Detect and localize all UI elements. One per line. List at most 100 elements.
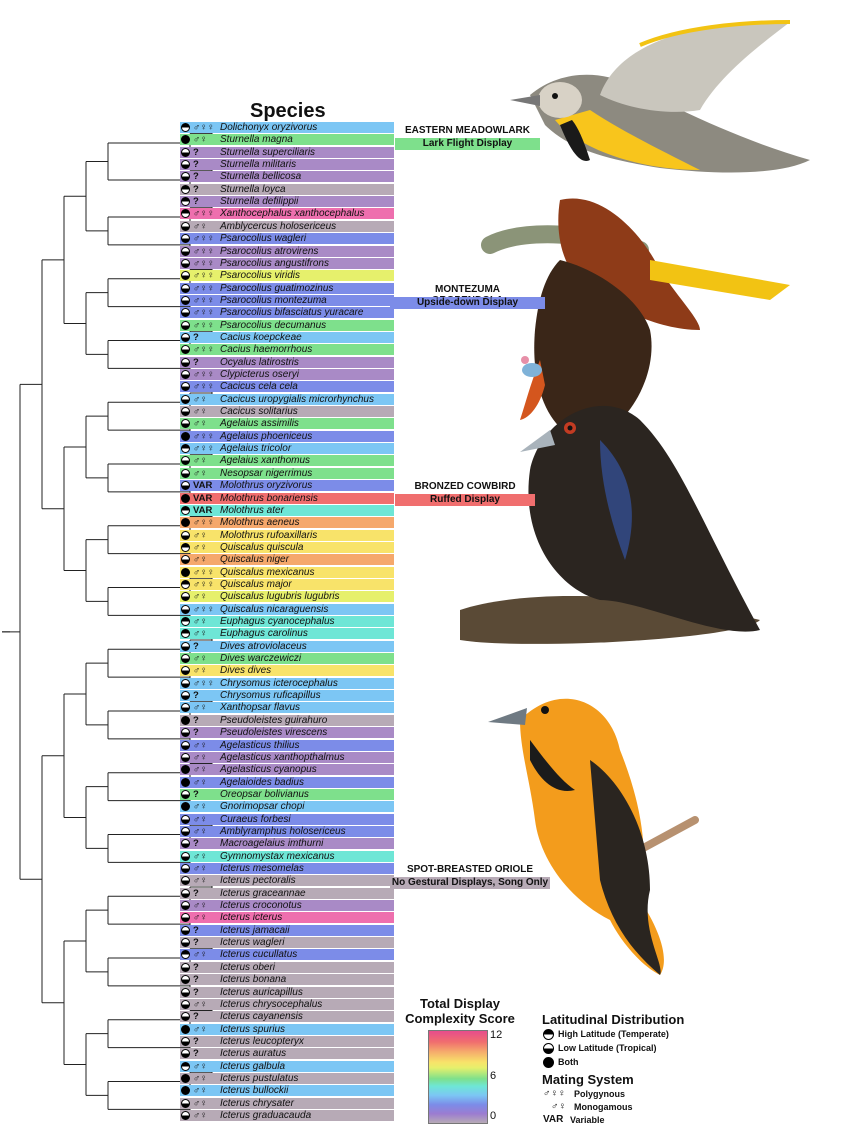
variable-symbol: VAR bbox=[543, 1114, 564, 1125]
mating-symbol: ♂♀♀ bbox=[193, 677, 215, 689]
species-row: ♂♀ Icterus chrysocephalus bbox=[180, 998, 394, 1010]
latitude-icon bbox=[181, 160, 190, 170]
species-row: VAR Molothrus ater bbox=[180, 504, 394, 516]
species-name: Dives warczewiczi bbox=[220, 653, 302, 665]
mating-symbol: ♂♀ bbox=[193, 628, 208, 640]
meadowlark-illustration bbox=[510, 20, 810, 173]
monogamous-label: Monogamous bbox=[574, 1102, 633, 1112]
species-name: Cacicus uropygialis microrhynchus bbox=[220, 393, 374, 405]
species-name: Psarocolius angustifrons bbox=[220, 257, 329, 269]
latitude-icon bbox=[181, 703, 190, 713]
mating-symbol: ♂♀♀ bbox=[193, 517, 215, 529]
latitude-icon bbox=[181, 382, 190, 392]
mating-symbol: ♂♀♀ bbox=[193, 282, 215, 294]
species-row: ♂♀ Agelasticus cyanopus bbox=[180, 764, 394, 776]
species-row: ♂♀ Amblyramphus holosericeus bbox=[180, 825, 394, 837]
callout-display-label: Ruffed Display bbox=[395, 494, 535, 506]
species-name: Icterus oberi bbox=[220, 961, 276, 973]
species-name: Icterus auricapillus bbox=[220, 986, 303, 998]
species-name: Nesopsar nigerrimus bbox=[220, 467, 313, 479]
latitude-icon bbox=[181, 197, 190, 207]
mating-symbol: ? bbox=[193, 196, 199, 208]
latitude-icon bbox=[181, 740, 190, 750]
species-name: Dolichonyx oryzivorus bbox=[220, 122, 318, 133]
species-row: ♂♀ Cacicus uropygialis microrhynchus bbox=[180, 393, 394, 405]
species-name: Quiscalus quiscula bbox=[220, 541, 304, 553]
high-latitude-label: High Latitude (Temperate) bbox=[558, 1029, 669, 1039]
species-row: ♂♀ Euphagus carolinus bbox=[180, 628, 394, 640]
high-latitude-icon bbox=[543, 1029, 554, 1040]
species-name: Agelaius assimilis bbox=[220, 418, 299, 430]
tick-0: 0 bbox=[490, 1110, 497, 1122]
latitude-icon bbox=[181, 209, 190, 219]
latitude-icon bbox=[181, 826, 190, 836]
species-row: ? Pseudoleistes guirahuro bbox=[180, 714, 394, 726]
species-name: Icterus spurius bbox=[220, 1023, 286, 1035]
latitude-legend-title: Latitudinal Distribution bbox=[542, 1012, 685, 1027]
mating-symbol: ♂♀ bbox=[193, 949, 208, 961]
latitude-icon bbox=[181, 814, 190, 824]
species-name: Icterus chrysocephalus bbox=[220, 998, 323, 1010]
species-row: ♂♀ Quiscalus lugubris lugubris bbox=[180, 591, 394, 603]
species-row: ♂♀ Agelasticus thilius bbox=[180, 739, 394, 751]
species-row: ♂♀♀ Quiscalus nicaraguensis bbox=[180, 603, 394, 615]
species-name: Icterus cucullatus bbox=[220, 949, 298, 961]
latitude-icon bbox=[181, 283, 190, 293]
species-row: ♂♀♀ Molothrus aeneus bbox=[180, 517, 394, 529]
species-name: Macroagelaius imthurni bbox=[220, 838, 324, 850]
mating-symbol: ? bbox=[193, 1035, 199, 1047]
species-row: ♂♀♀ Psarocolius bifasciatus yuracare bbox=[180, 307, 394, 319]
latitude-icon bbox=[181, 172, 190, 182]
mating-symbol: ? bbox=[193, 727, 199, 739]
species-row: ? Sturnella superciliaris bbox=[180, 146, 394, 158]
latitude-icon bbox=[181, 839, 190, 849]
mating-symbol: ? bbox=[193, 788, 199, 800]
species-name: Icterus croconotus bbox=[220, 900, 302, 912]
species-name: Icterus pustulatus bbox=[220, 1072, 299, 1084]
species-name: Agelaius phoeniceus bbox=[220, 430, 313, 442]
species-name: Psarocolius atrovirens bbox=[220, 245, 319, 257]
cowbird-illustration bbox=[460, 405, 760, 644]
monogamous-symbol: ♂♀ bbox=[551, 1101, 566, 1112]
latitude-icon bbox=[181, 728, 190, 738]
species-name: Xanthopsar flavus bbox=[220, 702, 301, 714]
mating-symbol: ♂♀♀ bbox=[193, 122, 215, 133]
mating-symbol: VAR bbox=[193, 480, 213, 492]
mating-symbol: ♂♀♀ bbox=[193, 233, 215, 245]
mating-symbol: ♂♀ bbox=[193, 751, 208, 763]
species-name: Clypicterus oseryi bbox=[220, 369, 299, 380]
species-row: ♂♀ Dives warczewiczi bbox=[180, 653, 394, 665]
species-row: ? Icterus oberi bbox=[180, 961, 394, 973]
species-name: Gymnomystax mexicanus bbox=[220, 850, 335, 862]
species-name: Psarocolius decumanus bbox=[220, 319, 327, 331]
mating-symbol: ♂♀♀ bbox=[193, 603, 215, 615]
species-name: Agelasticus cyanopus bbox=[220, 764, 317, 776]
species-heading: Species bbox=[250, 100, 326, 122]
species-row: ♂♀ Icterus spurius bbox=[180, 1023, 394, 1035]
species-row: ♂♀♀ Psarocolius viridis bbox=[180, 270, 394, 282]
species-row: ♂♀♀ Psarocolius montezuma bbox=[180, 294, 394, 306]
latitude-icon bbox=[181, 962, 190, 972]
latitude-icon bbox=[181, 481, 190, 491]
latitude-icon bbox=[181, 221, 190, 231]
species-row: ♂♀ Icterus icterus bbox=[180, 912, 394, 924]
callout-heading: BRONZED COWBIRD bbox=[414, 481, 516, 492]
latitude-icon bbox=[181, 431, 190, 441]
score-color-scale bbox=[428, 1030, 488, 1124]
species-name: Gnorimopsar chopi bbox=[220, 801, 305, 813]
species-row: ? Icterus auratus bbox=[180, 1048, 394, 1060]
mating-symbol: ♂♀ bbox=[193, 653, 208, 665]
species-row: ♂♀ Agelaius xanthomus bbox=[180, 455, 394, 467]
species-row: ♂♀ Icterus mesomelas bbox=[180, 863, 394, 874]
species-row: ♂♀ Agelaius assimilis bbox=[180, 418, 394, 430]
mating-symbol: ? bbox=[193, 171, 199, 183]
mating-symbol: ? bbox=[193, 937, 199, 949]
species-row: ? Chrysomus ruficapillus bbox=[180, 690, 394, 702]
species-row: ? Sturnella loyca bbox=[180, 183, 394, 195]
mating-symbol: ? bbox=[193, 640, 199, 652]
mating-symbol: ? bbox=[193, 714, 199, 726]
species-name: Icterus mesomelas bbox=[220, 863, 304, 874]
score-title-line1: Total Display bbox=[420, 996, 500, 1011]
species-row: VAR Molothrus bonariensis bbox=[180, 492, 394, 504]
